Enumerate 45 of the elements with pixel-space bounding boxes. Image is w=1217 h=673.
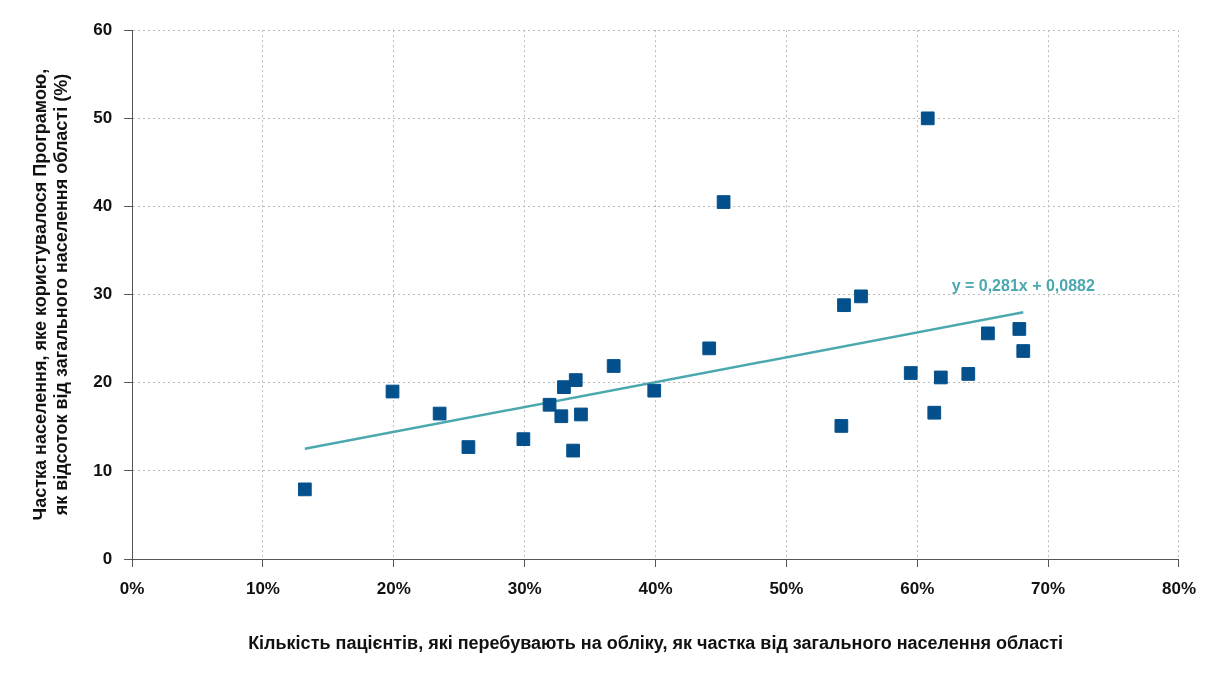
y-axis-title: Частка населення, яке користувалося Програмою, як відсоток від загального населення області (%)	[29, 68, 72, 521]
x-tick-label: 50%	[769, 578, 804, 598]
y-tick-label: 60	[93, 19, 113, 39]
point	[1016, 344, 1031, 358]
annotation: y = 0,281x + 0,0882	[951, 276, 1095, 294]
y-tick-label: 40	[93, 196, 113, 216]
point	[647, 383, 662, 398]
point	[903, 366, 918, 380]
point	[568, 373, 583, 387]
point	[461, 440, 476, 454]
y-tick-label: 0	[102, 548, 113, 568]
point	[385, 384, 400, 399]
x-tick-label: 20%	[376, 578, 411, 598]
x-tick-label: 0%	[119, 578, 145, 598]
y-tick-label: 20	[93, 372, 113, 392]
point	[516, 432, 531, 446]
point	[574, 407, 588, 422]
point	[961, 367, 976, 381]
point	[566, 443, 580, 458]
point	[542, 397, 557, 412]
y-tick-label: 30	[93, 284, 113, 304]
x-tick-label: 10%	[245, 578, 280, 598]
point	[297, 482, 312, 497]
y-tick-label: 50	[93, 108, 113, 128]
point	[1012, 322, 1027, 336]
x-tick-label: 80%	[1161, 578, 1196, 598]
x-tick-label: 30%	[507, 578, 542, 598]
point	[981, 326, 995, 341]
point	[927, 405, 942, 420]
y-tick-label: 10	[93, 460, 113, 480]
point	[834, 419, 849, 433]
point	[837, 298, 851, 313]
point	[854, 289, 868, 304]
x-axis-title: Кількість пацієнтів, які перебувають на обліку, як частка від загального населення області	[248, 633, 1063, 654]
x-tick-label: 60%	[900, 578, 935, 598]
point	[933, 370, 948, 385]
point	[432, 406, 447, 421]
point	[920, 111, 935, 126]
point	[606, 359, 621, 373]
point	[557, 380, 571, 394]
x-tick-label: 40%	[638, 578, 673, 598]
point	[702, 341, 717, 356]
x-tick-label: 70%	[1031, 578, 1066, 598]
point	[554, 409, 569, 424]
point	[716, 195, 731, 209]
